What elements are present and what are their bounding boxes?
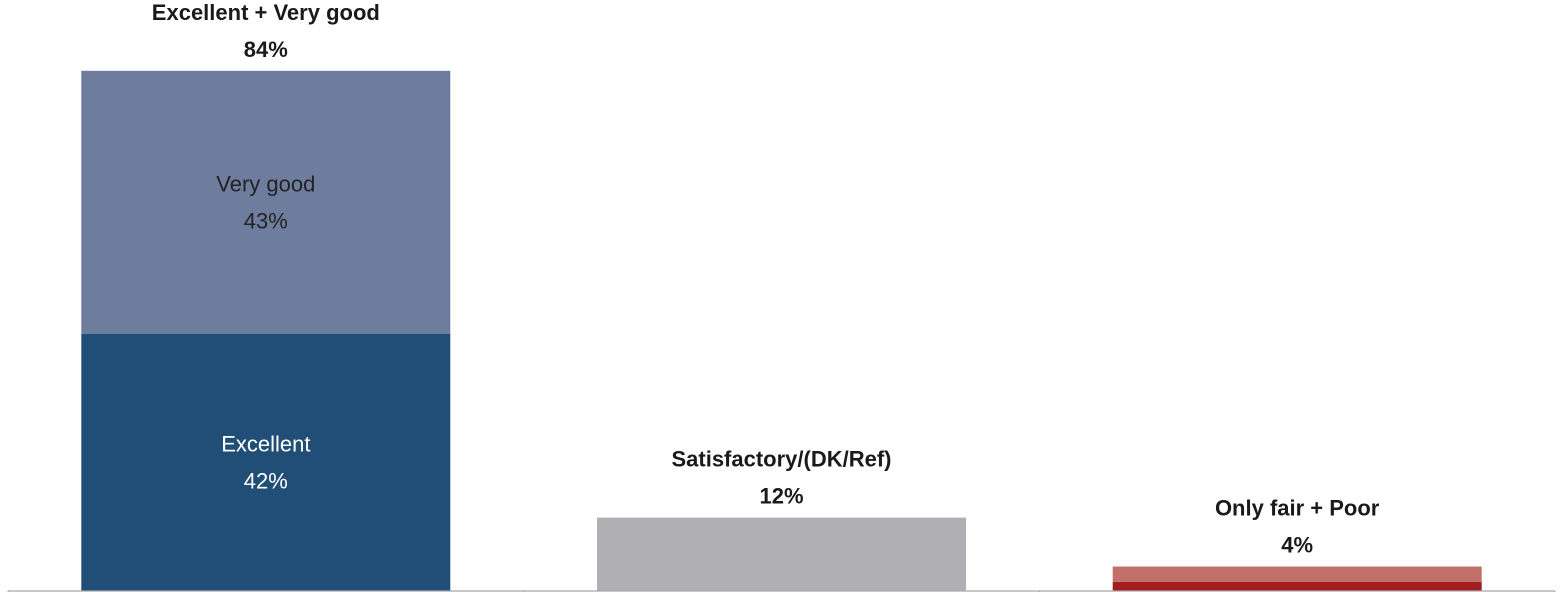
bar-segment-excellent xyxy=(81,334,451,591)
total-value-only-fair-poor: 4% xyxy=(1281,533,1313,558)
segment-value-very-good: 43% xyxy=(244,209,288,234)
segment-label-very-good: Very good xyxy=(216,172,315,197)
total-value-excellent-very-good: 84% xyxy=(244,37,288,62)
labels-layer: Excellent 42% Very good 43% Excellent + Very… xyxy=(152,0,1380,558)
bar-segment-very-good xyxy=(81,70,451,335)
total-label-satisfactory-dk-ref: Satisfactory/(DK/Ref) xyxy=(671,447,891,472)
segment-label-excellent: Excellent xyxy=(221,432,310,457)
bar-segment-poor xyxy=(1112,581,1482,591)
bars-layer xyxy=(81,70,1482,591)
bar-segment-satisfactory-dk-ref xyxy=(597,517,966,591)
total-label-only-fair-poor: Only fair + Poor xyxy=(1215,496,1380,521)
x-axis xyxy=(7,590,1556,592)
total-value-satisfactory-dk-ref: 12% xyxy=(759,484,803,509)
segment-value-excellent: 42% xyxy=(244,469,288,494)
total-label-excellent-very-good: Excellent + Very good xyxy=(152,0,380,25)
bar-segment-only-fair xyxy=(1112,566,1482,582)
